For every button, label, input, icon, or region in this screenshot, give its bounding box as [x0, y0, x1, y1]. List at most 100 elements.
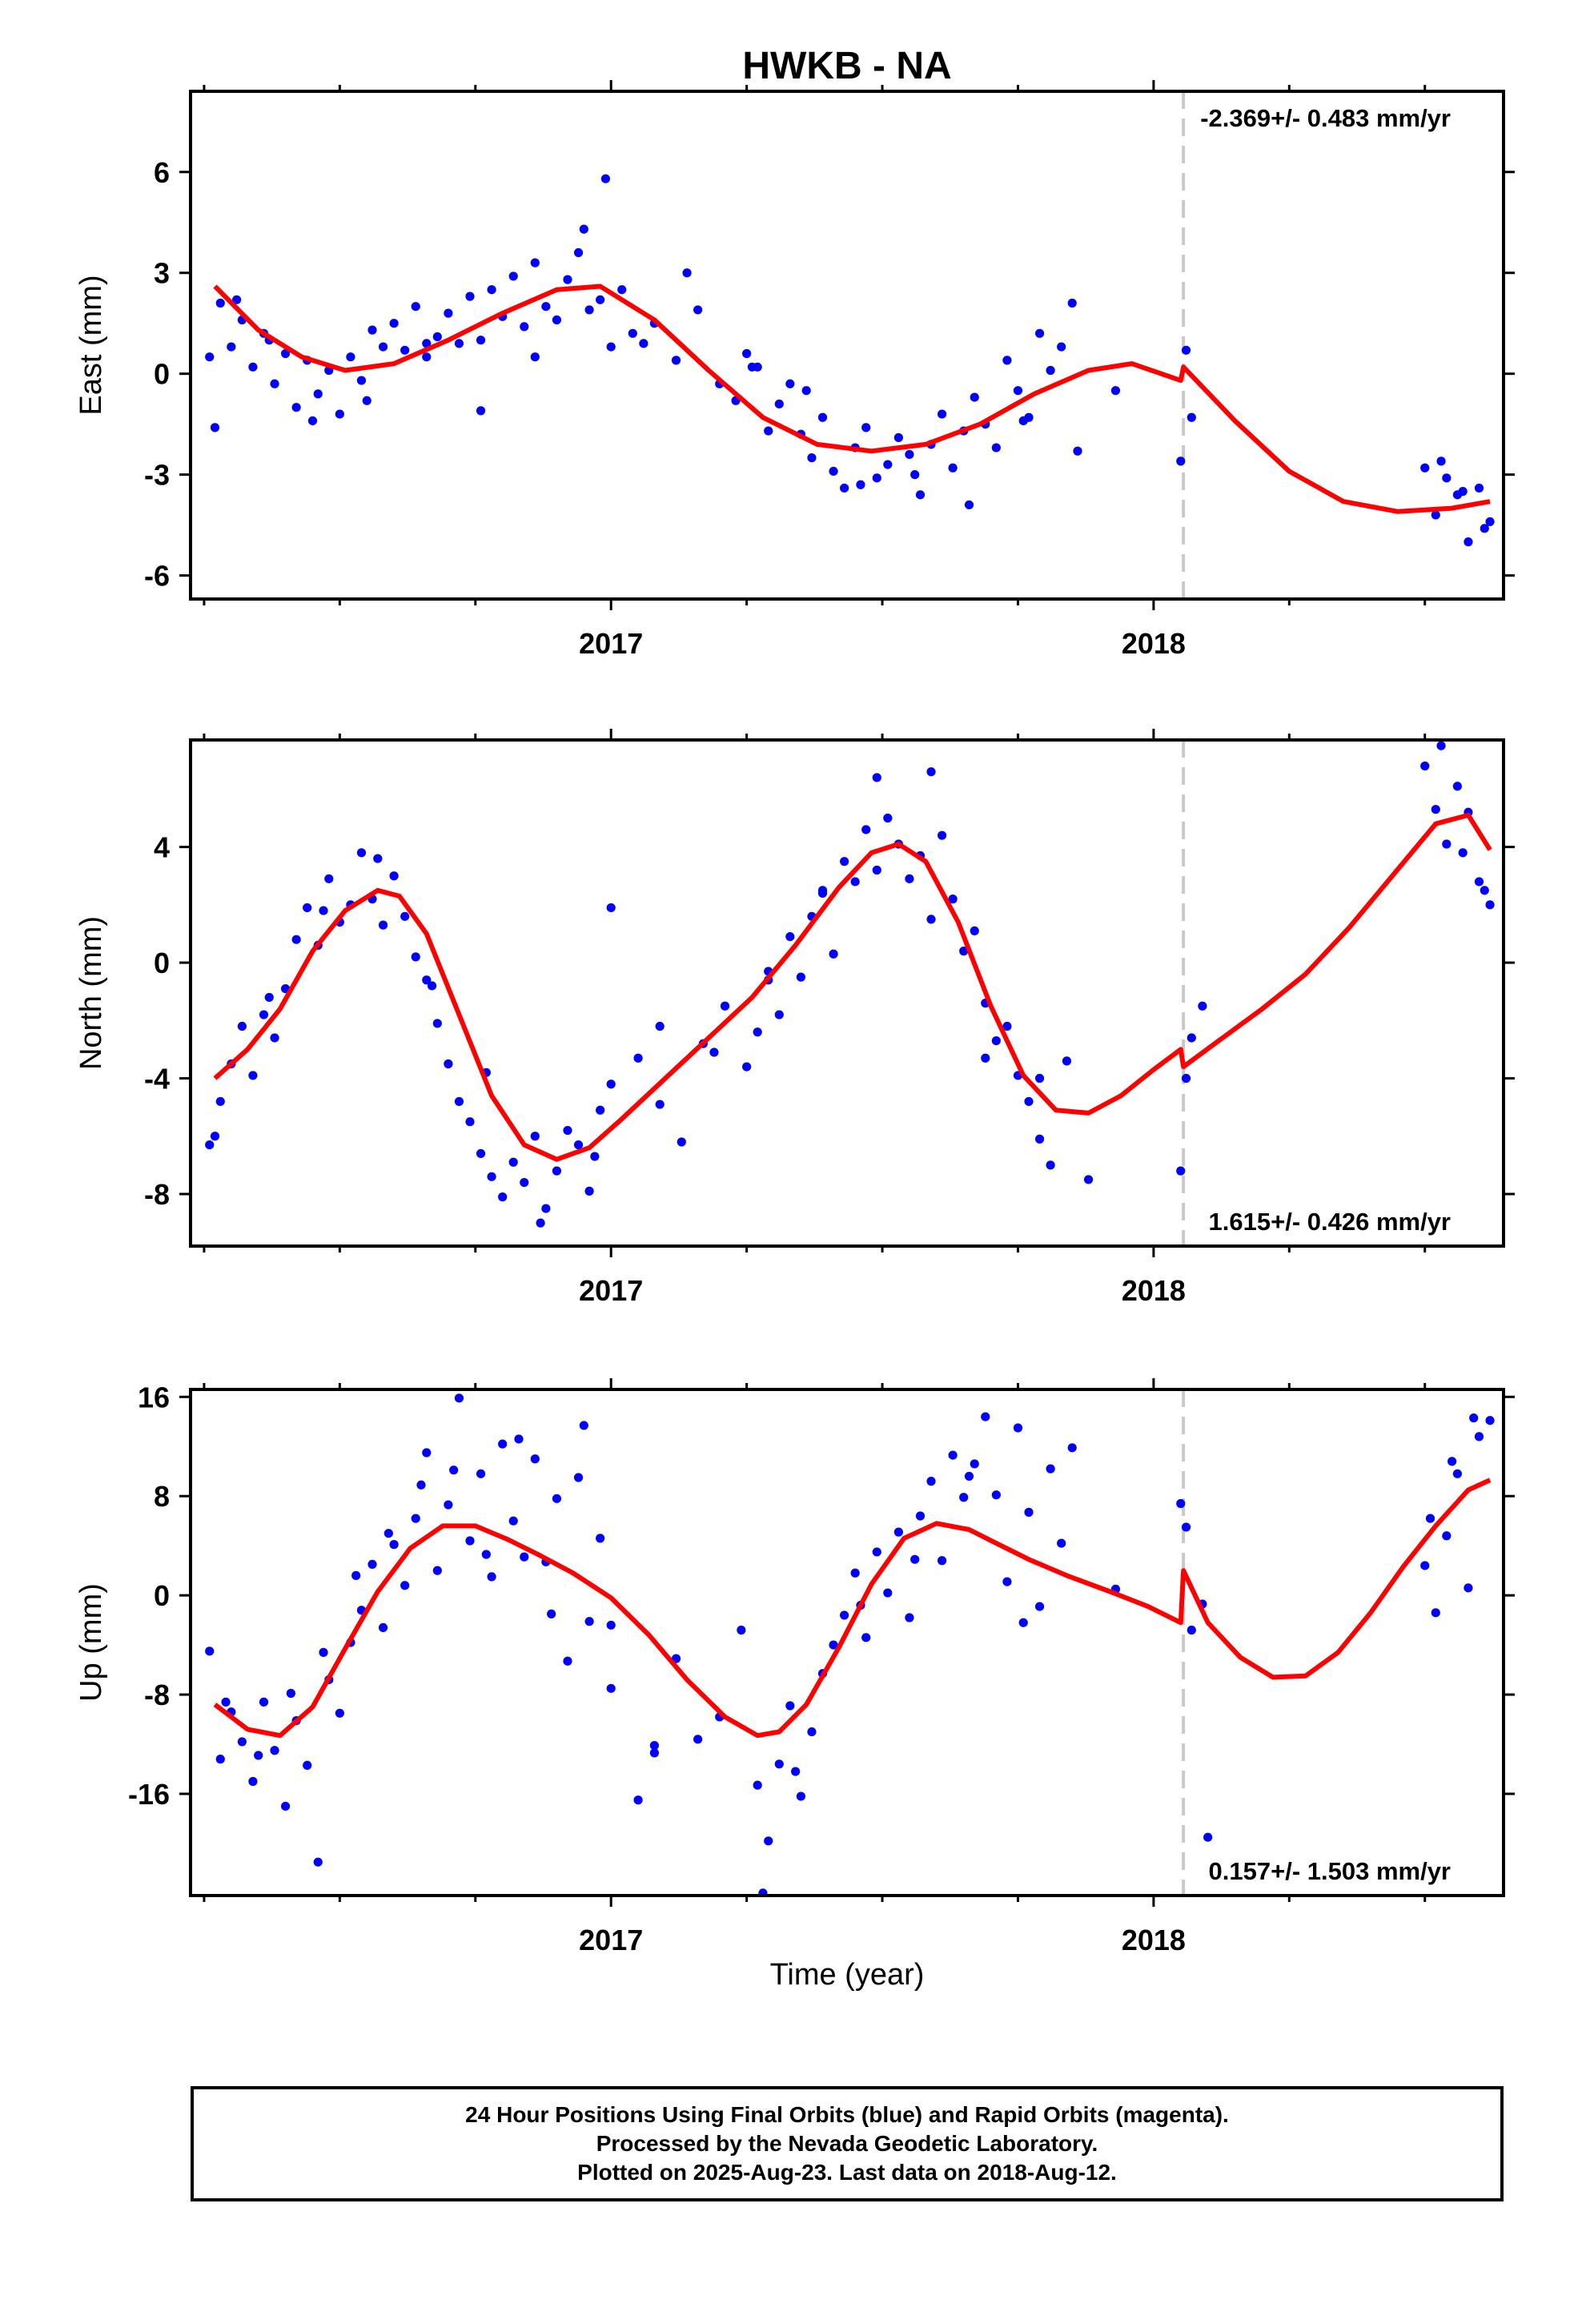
data-point — [677, 1137, 686, 1147]
data-point — [432, 1019, 442, 1028]
data-point — [1442, 1531, 1452, 1541]
data-point — [411, 302, 420, 312]
data-point — [280, 1801, 291, 1811]
x-axis-title: Time (year) — [770, 1958, 925, 1992]
data-point — [547, 1609, 556, 1618]
data-point — [926, 915, 936, 924]
data-point — [416, 1480, 426, 1490]
data-point — [259, 1010, 269, 1019]
data-point — [1018, 416, 1028, 426]
data-point — [303, 1760, 312, 1770]
y-tick-label: 0 — [154, 1579, 170, 1612]
data-point — [465, 292, 475, 301]
data-point — [552, 1166, 562, 1176]
data-point — [840, 483, 849, 493]
data-point — [573, 1140, 584, 1150]
data-point — [991, 443, 1001, 452]
data-point — [926, 767, 936, 777]
data-point — [1046, 1464, 1055, 1474]
y-tick-label: 0 — [154, 947, 170, 979]
data-point — [1057, 1538, 1066, 1548]
data-point — [893, 1527, 903, 1537]
data-point — [1480, 524, 1489, 533]
data-point — [1203, 1832, 1213, 1842]
data-point — [307, 416, 318, 426]
data-point — [1474, 1432, 1484, 1441]
data-point — [411, 952, 420, 962]
data-point — [872, 865, 881, 875]
data-point — [286, 1688, 295, 1699]
data-point — [649, 1740, 660, 1751]
data-point — [817, 886, 828, 895]
x-tick-label: 2017 — [579, 1924, 643, 1956]
data-point — [400, 345, 410, 355]
data-point — [606, 1080, 616, 1089]
data-point — [280, 348, 291, 359]
data-point — [628, 328, 637, 338]
data-point — [476, 336, 486, 345]
data-point — [850, 1568, 860, 1578]
data-point — [270, 379, 279, 388]
data-point — [774, 1759, 784, 1769]
data-point — [840, 1610, 849, 1620]
data-point — [1176, 456, 1186, 466]
data-point — [948, 463, 958, 472]
y-tick-label: 16 — [138, 1381, 170, 1413]
data-point — [1067, 298, 1077, 308]
data-point — [254, 1751, 263, 1760]
data-point — [1186, 1625, 1196, 1635]
data-point — [335, 409, 344, 419]
y-tick-label: 0 — [154, 358, 170, 391]
data-point — [693, 305, 703, 315]
data-point — [444, 1059, 453, 1069]
data-point — [1186, 1033, 1196, 1043]
data-point — [476, 1469, 486, 1478]
data-point — [709, 1047, 719, 1057]
data-point — [937, 409, 947, 419]
data-point — [378, 1622, 388, 1633]
data-point — [861, 1633, 871, 1642]
data-point — [536, 1218, 545, 1228]
data-point — [215, 1096, 225, 1107]
data-point — [205, 352, 215, 362]
data-point — [1442, 839, 1452, 849]
data-point — [1420, 1561, 1430, 1570]
y-tick-label: -16 — [128, 1778, 170, 1811]
data-point — [785, 931, 795, 942]
x-tick-label: 2017 — [579, 1274, 643, 1307]
data-point — [655, 1021, 665, 1031]
data-point — [422, 352, 432, 362]
data-point — [948, 895, 958, 904]
data-point — [1002, 356, 1012, 365]
data-point — [1002, 1577, 1012, 1586]
data-point — [237, 1021, 247, 1031]
data-point — [1452, 782, 1462, 791]
data-point — [606, 1620, 616, 1630]
data-point — [981, 1053, 990, 1063]
plot-area — [191, 1389, 1504, 1896]
y-tick-label: 3 — [154, 257, 170, 290]
data-point — [959, 947, 969, 956]
east-panel: -6 -3 0 3 6 2017 2018 East (mm) -2.369+/- 0.483 … — [74, 80, 1515, 660]
data-point — [427, 981, 437, 991]
data-point — [313, 1857, 323, 1867]
data-point — [579, 224, 588, 234]
data-point — [1442, 473, 1452, 483]
data-point — [481, 1550, 491, 1559]
data-point — [785, 379, 795, 388]
data-point — [264, 992, 274, 1003]
data-point — [1110, 386, 1121, 396]
data-point — [1046, 365, 1055, 376]
data-point — [444, 308, 453, 318]
data-point — [1067, 1443, 1077, 1453]
data-point — [1013, 386, 1023, 396]
data-point — [1073, 446, 1082, 456]
data-point — [883, 1588, 893, 1598]
data-point — [861, 423, 871, 432]
data-point — [829, 949, 838, 959]
data-point — [883, 813, 893, 823]
plot-area — [191, 91, 1504, 599]
data-point — [487, 1572, 496, 1582]
data-point — [1464, 1583, 1473, 1593]
data-point — [796, 1791, 805, 1801]
